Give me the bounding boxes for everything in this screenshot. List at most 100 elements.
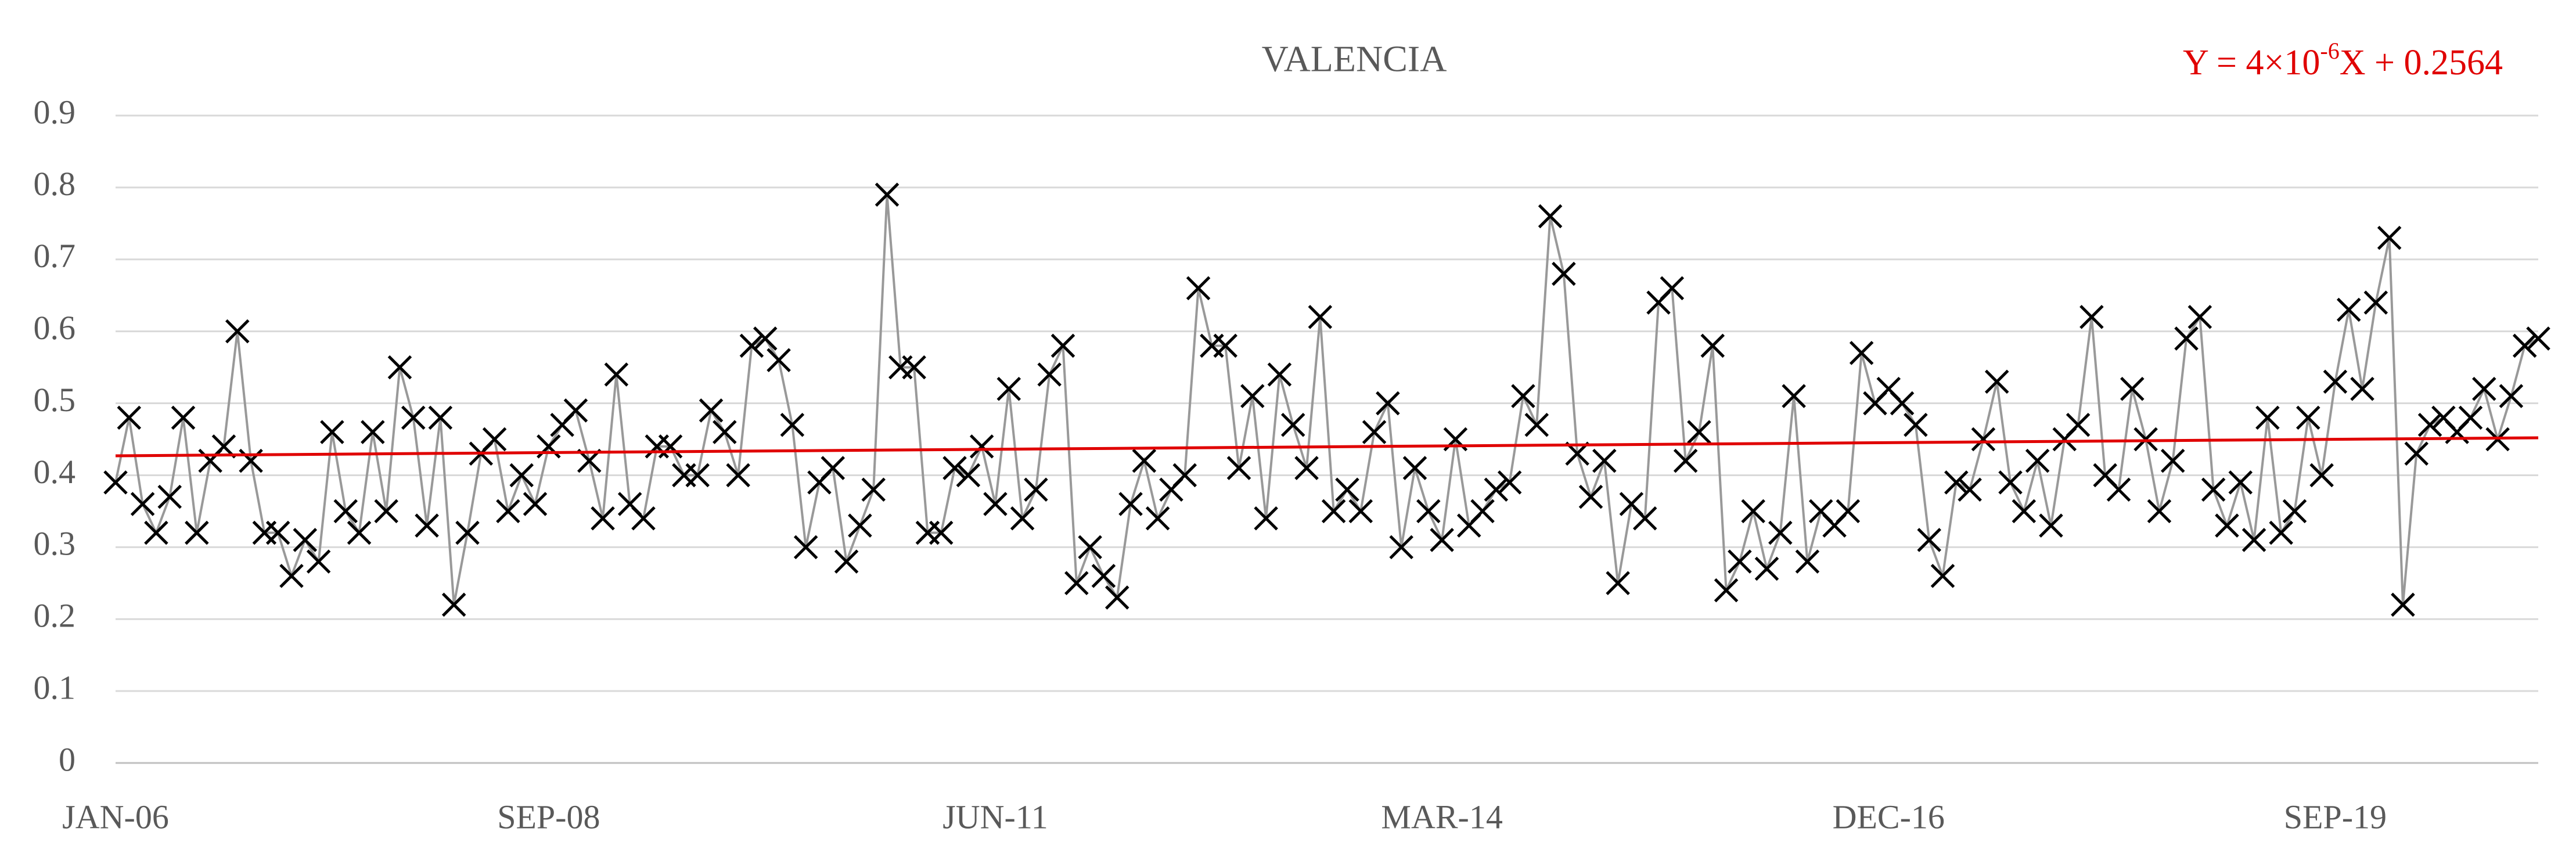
marker <box>1930 564 1955 588</box>
marker <box>2363 290 2388 315</box>
x-tick-label: SEP-19 <box>2284 798 2387 836</box>
marker <box>2255 405 2280 430</box>
marker <box>2309 463 2334 488</box>
marker <box>401 405 426 430</box>
marker <box>739 333 764 358</box>
marker <box>1497 470 1522 495</box>
marker <box>2242 528 2266 552</box>
marker <box>1024 477 1048 502</box>
y-tick-label: 0.7 <box>34 237 76 275</box>
marker <box>347 520 372 545</box>
marker <box>902 355 926 380</box>
marker <box>2499 384 2524 408</box>
marker <box>1768 520 1793 545</box>
marker <box>996 377 1021 401</box>
marker <box>1348 499 1373 524</box>
marker <box>2472 377 2496 401</box>
y-tick-label: 0.4 <box>34 453 76 491</box>
marker <box>2282 499 2307 524</box>
marker <box>428 405 453 430</box>
marker <box>1538 204 1563 229</box>
marker <box>387 355 412 380</box>
marker <box>1267 362 1292 387</box>
marker <box>144 520 168 545</box>
marker <box>1321 499 1346 524</box>
marker <box>861 477 886 502</box>
marker <box>1741 499 1765 524</box>
marker <box>2458 405 2483 430</box>
marker <box>496 499 520 524</box>
y-tick-label: 0.8 <box>34 165 76 203</box>
marker <box>1402 456 1427 480</box>
trendline-equation: Y = 4×10-6X + 0.2564 <box>2183 38 2503 82</box>
marker <box>631 506 656 531</box>
marker <box>1389 535 1413 560</box>
marker <box>1308 305 1333 329</box>
marker <box>604 362 629 387</box>
marker <box>2079 305 2104 329</box>
marker <box>265 520 290 545</box>
marker <box>956 463 981 488</box>
marker <box>1226 456 1251 480</box>
marker <box>2120 377 2145 401</box>
marker <box>942 456 967 480</box>
marker <box>2188 305 2212 329</box>
marker <box>2134 427 2158 452</box>
marker <box>2417 412 2442 437</box>
trendline <box>115 436 2539 458</box>
equation-exponent: -6 <box>2320 38 2339 64</box>
marker <box>1849 341 1874 365</box>
x-tick-label: MAR-14 <box>1381 798 1502 836</box>
marker <box>293 528 318 552</box>
marker <box>1660 276 1685 301</box>
marker <box>1254 506 1278 531</box>
marker <box>1172 463 1197 488</box>
y-tick-label: 0.6 <box>34 309 76 347</box>
marker <box>482 427 507 452</box>
marker <box>2404 441 2429 466</box>
marker <box>780 412 805 437</box>
marker <box>1064 571 1089 596</box>
marker <box>2391 592 2415 617</box>
marker <box>185 520 209 545</box>
marker <box>1552 261 1576 286</box>
marker <box>1687 420 1711 444</box>
marker <box>1050 333 1075 358</box>
marker <box>2228 470 2253 495</box>
marker <box>1294 456 1319 480</box>
marker <box>2160 448 2185 473</box>
marker <box>2350 377 2374 401</box>
marker <box>2201 477 2226 502</box>
marker <box>2377 225 2402 250</box>
marker <box>969 434 994 459</box>
marker <box>1714 578 1739 603</box>
marker <box>1145 506 1170 531</box>
marker <box>2269 520 2293 545</box>
marker <box>1416 499 1441 524</box>
marker <box>225 319 250 344</box>
y-tick-label: 0.3 <box>34 525 76 563</box>
marker <box>1335 477 1359 502</box>
marker <box>875 182 900 207</box>
x-tick-label: JAN-06 <box>62 798 169 836</box>
marker <box>793 535 818 560</box>
marker <box>726 463 750 488</box>
y-tick-label: 0.1 <box>34 668 76 706</box>
marker <box>1037 362 1062 387</box>
marker <box>306 549 331 574</box>
marker <box>1376 391 1400 416</box>
data-line <box>114 195 2539 605</box>
x-tick-label: JUN-11 <box>942 798 1048 836</box>
marker <box>2174 326 2199 351</box>
marker <box>1186 276 1211 301</box>
marker <box>2512 333 2537 358</box>
marker <box>983 492 1008 516</box>
marker <box>591 506 615 531</box>
marker <box>2147 499 2172 524</box>
marker <box>130 492 155 516</box>
y-tick-label: 0.5 <box>34 381 76 419</box>
marker <box>157 484 182 509</box>
marker <box>1578 484 1603 509</box>
marker <box>1213 333 1237 358</box>
marker <box>753 326 778 351</box>
